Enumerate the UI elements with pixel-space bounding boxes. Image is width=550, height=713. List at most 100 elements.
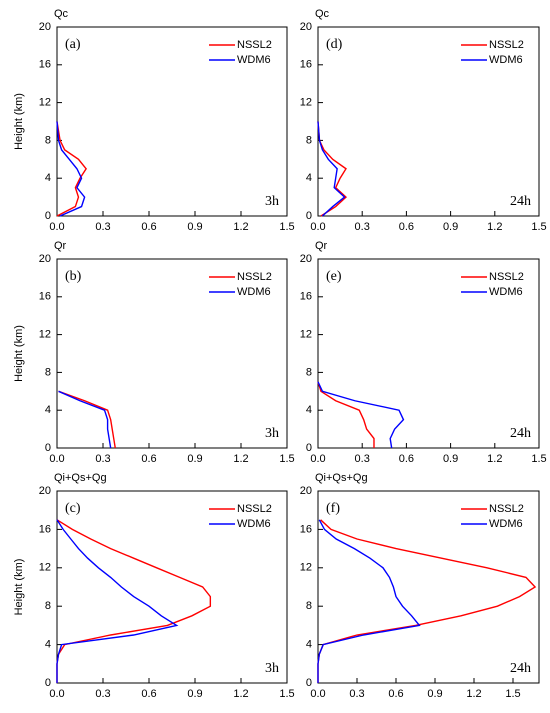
y-tick-label: 0	[306, 210, 312, 222]
y-tick-label: 20	[39, 485, 51, 497]
legend-label: NSSL2	[489, 271, 524, 283]
profile-line	[317, 121, 346, 217]
y-tick-label: 12	[39, 329, 51, 341]
panel-label: (a)	[65, 37, 81, 52]
profile-line	[56, 519, 179, 683]
y-tick-label: 0	[45, 210, 51, 222]
profile-line	[56, 121, 86, 217]
legend-label: NSSL2	[489, 503, 524, 515]
x-tick-label: 1.2	[466, 688, 481, 700]
panel-label: (b)	[65, 269, 82, 284]
x-tick-label: 1.5	[279, 453, 294, 465]
y-tick-label: 8	[306, 366, 312, 378]
panel-label: (c)	[65, 501, 81, 516]
x-tick-label: 0.6	[141, 453, 156, 465]
x-tick-label: 0.0	[310, 688, 325, 700]
plot-frame	[56, 258, 288, 449]
y-tick-label: 4	[306, 172, 312, 184]
legend-label: NSSL2	[237, 39, 272, 51]
y-tick-label: 20	[300, 253, 312, 265]
y-tick-label: 0	[45, 442, 51, 454]
x-tick-label: 0.9	[443, 453, 458, 465]
y-tick-label: 8	[45, 600, 51, 612]
y-tick-label: 4	[306, 404, 312, 416]
y-tick-label: 4	[45, 404, 51, 416]
x-tick-label: 1.2	[233, 688, 248, 700]
x-tick-label: 0.0	[49, 453, 64, 465]
x-tick-label: 0.9	[187, 453, 202, 465]
plot-frame	[317, 258, 540, 449]
y-tick-label: 0	[306, 677, 312, 689]
x-tick-label: 0.6	[141, 688, 156, 700]
y-tick-label: 8	[306, 134, 312, 146]
plot-frame	[317, 490, 540, 684]
legend-label: WDM6	[489, 286, 523, 298]
y-tick-label: 20	[39, 21, 51, 33]
legend-label: WDM6	[489, 54, 523, 66]
y-tick-label: 4	[45, 172, 51, 184]
legend-label: NSSL2	[237, 503, 272, 515]
time-annotation: 24h	[510, 426, 531, 441]
y-tick-label: 16	[300, 59, 312, 71]
y-tick-label: 12	[39, 97, 51, 109]
x-tick-label: 0.3	[95, 688, 110, 700]
panel-title: Qi+Qs+Qg	[54, 472, 107, 484]
x-tick-label: 0.9	[427, 688, 442, 700]
y-tick-label: 8	[306, 600, 312, 612]
x-tick-label: 0.9	[187, 688, 202, 700]
legend-label: NSSL2	[489, 39, 524, 51]
time-annotation: 3h	[265, 194, 279, 209]
profile-line	[58, 390, 112, 449]
y-tick-label: 4	[306, 639, 312, 651]
x-tick-label: 0.9	[443, 221, 458, 233]
profile-line	[317, 519, 421, 683]
y-tick-label: 12	[300, 562, 312, 574]
x-tick-label: 1.5	[279, 688, 294, 700]
y-axis-label: Height (km)	[13, 93, 25, 150]
x-tick-label: 1.5	[531, 453, 546, 465]
panel-label: (d)	[326, 37, 343, 52]
time-annotation: 24h	[510, 661, 531, 676]
x-tick-label: 0.3	[95, 221, 110, 233]
panel-title: Qi+Qs+Qg	[315, 472, 368, 484]
time-annotation: 24h	[510, 194, 531, 209]
profile-line	[56, 519, 212, 683]
legend-label: WDM6	[237, 286, 271, 298]
panel-label: (f)	[326, 501, 340, 516]
x-tick-label: 0.6	[388, 688, 403, 700]
x-tick-label: 0.3	[355, 453, 370, 465]
x-tick-label: 1.2	[233, 221, 248, 233]
x-tick-label: 0.6	[399, 453, 414, 465]
profile-line	[56, 121, 87, 217]
plot-frame	[56, 490, 288, 684]
y-tick-label: 8	[45, 134, 51, 146]
time-annotation: 3h	[265, 661, 279, 676]
x-tick-label: 0.6	[141, 221, 156, 233]
legend-label: WDM6	[237, 54, 271, 66]
legend-label: WDM6	[489, 518, 523, 530]
y-tick-label: 20	[300, 21, 312, 33]
panel-title: Qc	[315, 8, 330, 20]
legend-label: NSSL2	[237, 271, 272, 283]
x-tick-label: 0.3	[355, 221, 370, 233]
y-tick-label: 16	[300, 523, 312, 535]
profile-line	[58, 390, 116, 449]
x-tick-label: 1.2	[233, 453, 248, 465]
panel-title: Qc	[54, 8, 69, 20]
x-tick-label: 0.3	[95, 453, 110, 465]
x-tick-label: 0.0	[310, 221, 325, 233]
y-tick-label: 4	[45, 639, 51, 651]
x-tick-label: 1.5	[505, 688, 520, 700]
x-tick-label: 0.0	[49, 221, 64, 233]
x-tick-label: 0.9	[187, 221, 202, 233]
x-tick-label: 1.5	[531, 221, 546, 233]
y-tick-label: 12	[39, 562, 51, 574]
legend-label: WDM6	[237, 518, 271, 530]
y-tick-label: 0	[45, 677, 51, 689]
panel-title: Qr	[315, 240, 328, 252]
y-tick-label: 0	[306, 442, 312, 454]
y-tick-label: 16	[39, 291, 51, 303]
x-tick-label: 1.2	[487, 453, 502, 465]
y-tick-label: 12	[300, 97, 312, 109]
